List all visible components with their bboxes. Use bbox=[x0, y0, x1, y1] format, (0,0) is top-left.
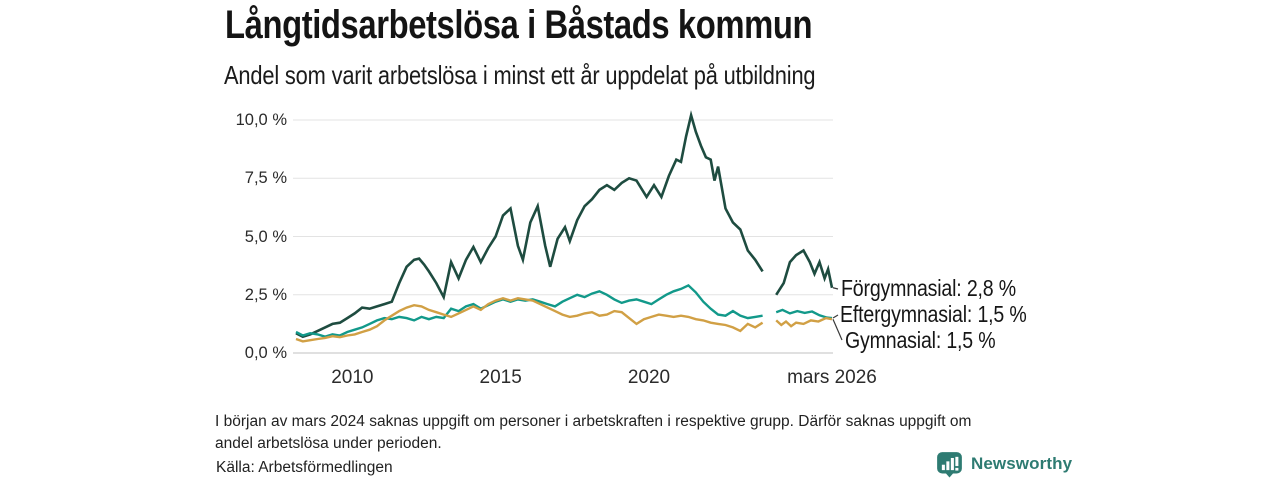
series-line-förgymnasial bbox=[295, 110, 764, 339]
series-end-label-gymnasial: Gymnasial: 1,5 % bbox=[845, 327, 996, 353]
series-line-eftergymnasial bbox=[775, 308, 833, 320]
bar-chart-bubble-icon bbox=[937, 451, 962, 478]
label-connector bbox=[832, 287, 839, 290]
x-axis-tick-label: mars 2026 bbox=[787, 367, 877, 388]
newsworthy-branding: Newsworthy bbox=[936, 450, 1072, 478]
chart-footnote: I början av mars 2024 saknas uppgift om … bbox=[215, 411, 1075, 454]
series-end-label-eftergymnasial: Eftergymnasial: 1,5 % bbox=[840, 301, 1027, 327]
footnote-line-2: andel arbetslösa under perioden. bbox=[215, 434, 442, 452]
y-axis-tick-label: 2,5 % bbox=[244, 285, 287, 304]
series-line-gymnasial bbox=[295, 296, 764, 343]
x-axis-tick-label: 2010 bbox=[331, 367, 374, 388]
page-title: Långtidsarbetslösa i Båstads kommun bbox=[225, 3, 813, 47]
x-axis-tick-label: 2020 bbox=[627, 367, 671, 388]
y-axis-tick-label: 0,0 % bbox=[244, 344, 287, 362]
y-axis-tick-label: 7,5 % bbox=[244, 169, 287, 188]
y-axis-tick-label: 5,0 % bbox=[244, 227, 287, 246]
series-line-gymnasial bbox=[775, 316, 833, 328]
x-axis-tick-label: 2015 bbox=[479, 367, 522, 388]
series-line-eftergymnasial bbox=[295, 283, 763, 338]
series-end-label-forgymnasial: Förgymnasial: 2,8 % bbox=[841, 275, 1016, 301]
chart-subtitle: Andel som varit arbetslösa i minst ett å… bbox=[224, 60, 816, 90]
footnote-line-1: I början av mars 2024 saknas uppgift om … bbox=[215, 413, 972, 430]
series-line-förgymnasial bbox=[775, 248, 834, 296]
source-note: Källa: Arbetsförmedlingen bbox=[216, 459, 393, 476]
branding-name: Newsworthy bbox=[971, 454, 1073, 473]
label-connector bbox=[832, 314, 839, 319]
y-axis-tick-label: 10,0 % bbox=[235, 111, 287, 129]
